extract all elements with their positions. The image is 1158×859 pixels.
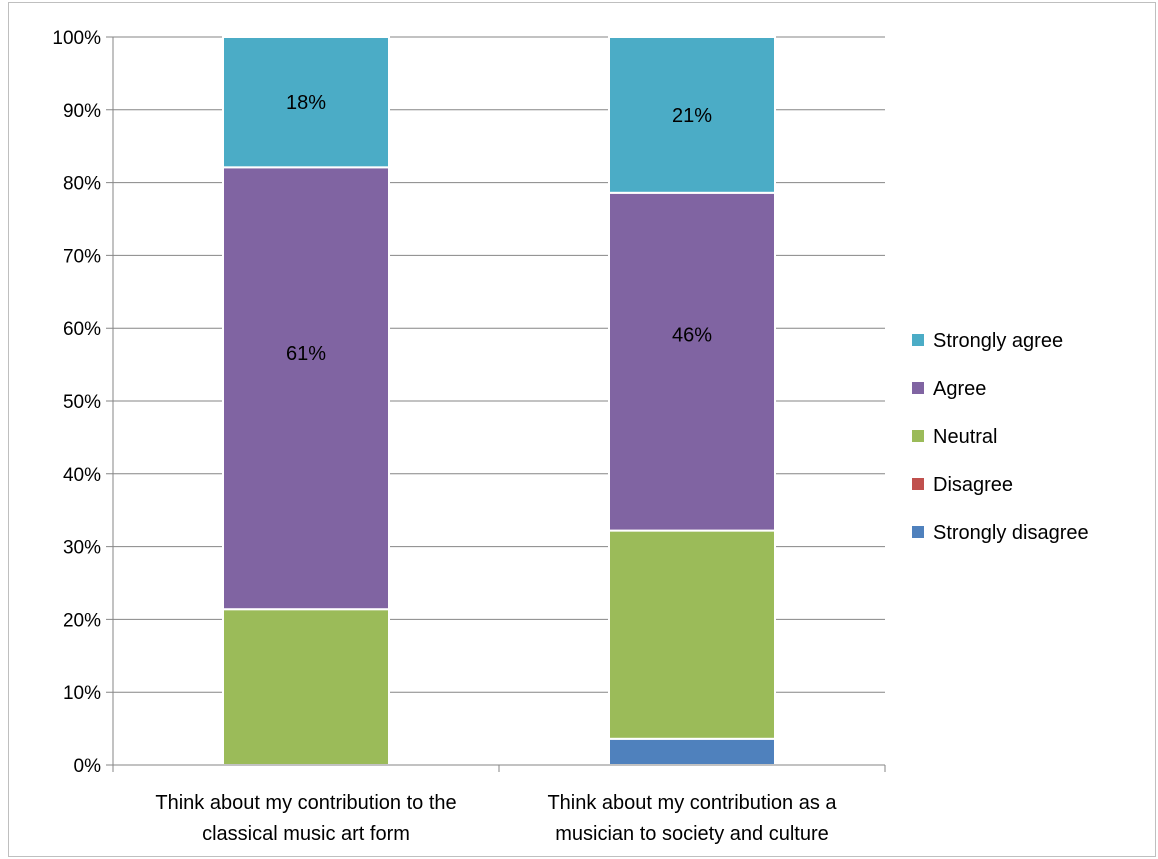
data-label: 46%: [672, 325, 712, 347]
bar-segment-strongly-disagree: [608, 737, 776, 766]
legend-label: Strongly agree: [933, 330, 1063, 352]
bar-segment-strongly-agree: [608, 36, 776, 194]
bar-segment-neutral: [222, 608, 390, 767]
y-tick-label: 100%: [52, 28, 101, 49]
bar-segment-neutral: [608, 529, 776, 740]
legend-swatch: [912, 430, 924, 442]
data-label: 18%: [286, 92, 326, 114]
x-category-label: Think about my contribution to the: [155, 792, 456, 814]
legend-swatch: [912, 526, 924, 538]
y-tick-label: 60%: [63, 319, 101, 340]
x-category-label: Think about my contribution as a: [547, 792, 837, 814]
axes: 0% 10% 20% 30% 40% 50% 60% 70% 80% 90% 100% Think a…: [52, 28, 886, 845]
y-tick-label: 20%: [63, 610, 101, 631]
legend-label: Agree: [933, 378, 986, 400]
y-tick-label: 90%: [63, 101, 101, 122]
data-label: 61%: [286, 343, 326, 365]
bars: [222, 36, 776, 767]
x-category-label: classical music art form: [202, 823, 410, 845]
y-tick-label: 10%: [63, 683, 101, 704]
y-tick-label: 40%: [63, 465, 101, 486]
legend-label: Strongly disagree: [933, 522, 1089, 544]
legend-label: Disagree: [933, 474, 1013, 496]
y-tick-label: 80%: [63, 174, 101, 195]
x-category-label: musician to society and culture: [555, 823, 828, 845]
data-label: 21%: [672, 105, 712, 127]
bar-segment-strongly-agree: [222, 36, 390, 169]
legend: Strongly agree Agree Neutral Disagree Strong…: [912, 330, 1089, 544]
y-tick-label: 30%: [63, 538, 101, 559]
data-labels: 61% 18% 46% 21%: [286, 92, 712, 365]
chart-frame: [8, 2, 1156, 857]
legend-swatch: [912, 334, 924, 346]
legend-swatch: [912, 478, 924, 490]
bar-segment-agree: [222, 166, 390, 611]
y-tick-label: 0%: [74, 756, 102, 777]
y-tick-label: 70%: [63, 246, 101, 267]
legend-swatch: [912, 382, 924, 394]
bar-segment-agree: [608, 191, 776, 532]
y-tick-label: 50%: [63, 392, 101, 413]
legend-label: Neutral: [933, 426, 997, 448]
